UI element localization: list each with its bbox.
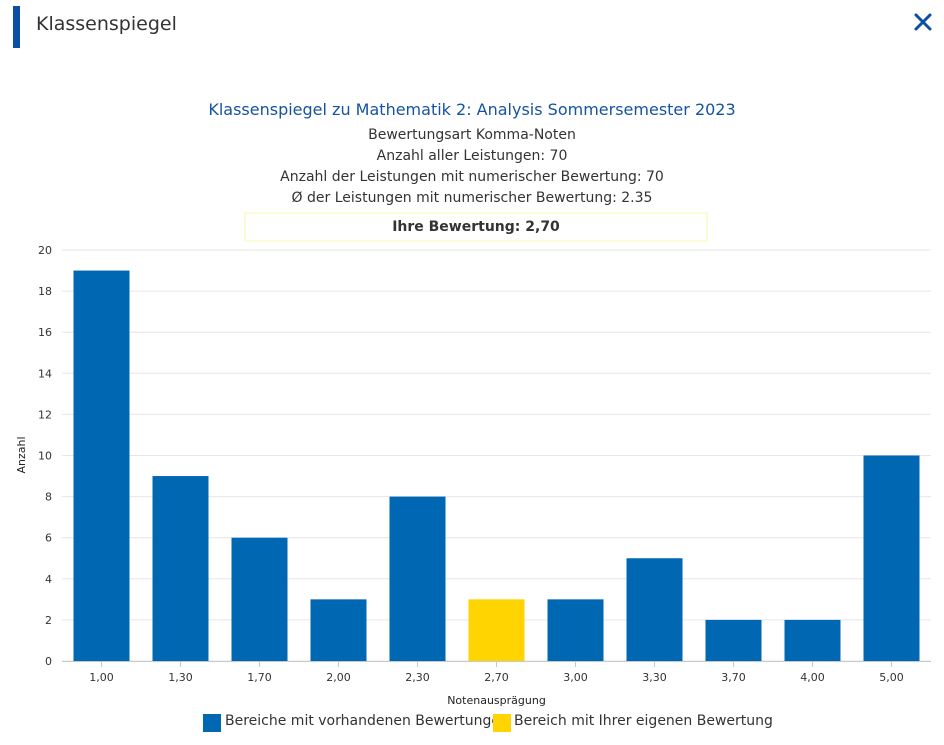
y-tick-label: 6 [45, 532, 52, 545]
y-tick-label: 2 [45, 614, 52, 627]
x-tick-label: 3,30 [642, 671, 667, 684]
bar-1-00[interactable] [73, 270, 130, 661]
close-button[interactable] [910, 8, 936, 36]
dialog-header: Klassenspiegel [0, 0, 944, 56]
y-tick-label: 0 [45, 655, 52, 668]
average-line: Ø der Leistungen mit numerischer Bewertu… [291, 190, 653, 206]
bar-3-00[interactable] [547, 599, 604, 661]
chart-title: Klassenspiegel zu Mathematik 2: Analysis… [208, 100, 736, 119]
close-x-icon [914, 13, 932, 31]
legend-label-existing: Bereiche mit vorhandenen Bewertungen [225, 713, 509, 729]
bar-2-30[interactable] [389, 496, 446, 661]
numeric-count-line: Anzahl der Leistungen mit numerischer Be… [280, 169, 664, 185]
x-tick-label: 1,00 [89, 671, 114, 684]
x-tick-label: 4,00 [800, 671, 825, 684]
header-accent-bar [13, 6, 20, 48]
bar-3-30[interactable] [626, 558, 683, 661]
x-axis-title: Notenausprägung [447, 694, 546, 707]
x-tick-label: 3,00 [563, 671, 588, 684]
y-tick-label: 4 [45, 573, 52, 586]
y-tick-label: 12 [38, 408, 52, 421]
y-tick-label: 14 [38, 367, 52, 380]
x-tick-label: 1,70 [247, 671, 272, 684]
own-grade-label: Ihre Bewertung: 2,70 [392, 219, 560, 235]
x-tick-label: 2,70 [484, 671, 509, 684]
grading-type-line: Bewertungsart Komma-Noten [368, 127, 576, 143]
legend-label-own: Bereich mit Ihrer eigenen Bewertung [514, 713, 773, 729]
bar-2-00[interactable] [310, 599, 367, 661]
bar-5-00[interactable] [863, 455, 920, 662]
bar-4-00[interactable] [784, 619, 841, 661]
x-tick-label: 3,70 [721, 671, 746, 684]
y-tick-label: 10 [38, 450, 52, 463]
y-tick-label: 16 [38, 326, 52, 339]
y-tick-label: 18 [38, 285, 52, 298]
total-count-line: Anzahl aller Leistungen: 70 [376, 148, 568, 164]
legend-swatch-yellow [493, 714, 511, 732]
dialog-title: Klassenspiegel [36, 13, 177, 35]
bar-3-70[interactable] [705, 619, 762, 661]
legend-swatch-blue [203, 714, 221, 732]
x-tick-label: 2,30 [405, 671, 430, 684]
bar-1-30[interactable] [152, 476, 209, 661]
x-tick-label: 2,00 [326, 671, 351, 684]
x-tick-label: 1,30 [168, 671, 193, 684]
x-tick-label: 5,00 [879, 671, 904, 684]
bar-1-70[interactable] [231, 537, 288, 661]
own-grade-box: Ihre Bewertung: 2,70 [244, 212, 708, 242]
y-tick-label: 8 [45, 491, 52, 504]
y-axis-title: Anzahl [15, 436, 28, 473]
bar-2-70[interactable] [468, 599, 525, 661]
bar-chart: 0 2 4 6 8 10 12 14 16 18 20 1,00 1,30 1,70 2,00 2,30 2,7… [15, 244, 931, 707]
y-tick-label: 20 [38, 244, 52, 257]
